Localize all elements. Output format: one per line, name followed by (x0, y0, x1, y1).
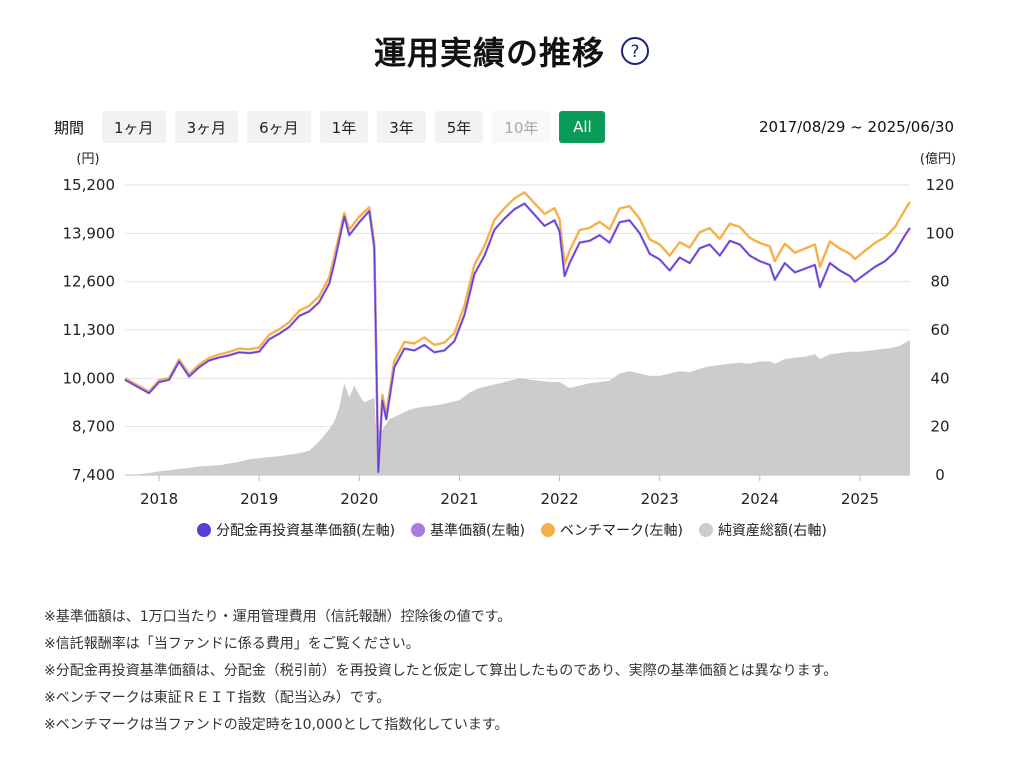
note: ※ベンチマークは東証ＲＥＩＴ指数（配当込み）です。 (44, 690, 391, 706)
period-button-6m[interactable]: 6ヶ月 (247, 111, 311, 143)
axis-labels: 15,200 120 13,900 100 12,600 80 11,300 60 10,000… (63, 151, 957, 508)
period-button-3y[interactable]: 3年 (377, 111, 426, 143)
chart-legend: 分配金再投資基準価額(左軸) 基準価額(左軸) ベンチマーク(左軸) 純資産総額… (0, 520, 1024, 540)
legend-item-benchmark[interactable]: ベンチマーク(左軸) (541, 520, 683, 540)
legend-swatch-net-assets (698, 523, 713, 537)
x-tick-label: 2025 (841, 490, 879, 508)
left-axis-unit: (円) (76, 152, 99, 167)
legend-swatch-benchmark (541, 523, 555, 537)
legend-label-net-assets: 純資産総額(右軸) (717, 523, 827, 539)
footnotes: ※基準価額は、1万口当たり・運用管理費用（信託報酬）控除後の値です。 ※信託報酬… (44, 604, 837, 739)
y-tick-left: 12,600 (63, 273, 116, 291)
period-selector: 期間 1ヶ月 3ヶ月 6ヶ月 1年 3年 5年 10年 All (54, 110, 614, 144)
period-button-10y: 10年 (492, 111, 551, 143)
legend-swatch-nav (411, 523, 426, 537)
period-button-3m[interactable]: 3ヶ月 (174, 111, 239, 143)
y-tick-right: 120 (926, 176, 955, 194)
period-label: 期間 (54, 118, 85, 137)
x-tick-label: 2022 (540, 490, 578, 508)
y-tick-left: 13,900 (63, 224, 116, 242)
note: ※信託報酬率は「当ファンドに係る費用」をご覧ください。 (44, 636, 420, 652)
legend-label-nav: 基準価額(左軸) (430, 523, 525, 539)
legend-swatch-reinvested (197, 523, 212, 537)
performance-chart[interactable]: 15,200 120 13,900 100 12,600 80 11,300 60 10,000… (0, 145, 1024, 520)
y-tick-left: 15,200 (63, 176, 116, 194)
reinvested-nav-line (124, 203, 911, 473)
legend-item-reinvested[interactable]: 分配金再投資基準価額(左軸) (197, 520, 395, 540)
y-tick-right: 80 (930, 273, 949, 291)
y-tick-right: 20 (930, 418, 949, 436)
period-button-5y[interactable]: 5年 (434, 111, 484, 143)
period-button-all[interactable]: All (559, 111, 606, 143)
y-tick-left: 7,400 (72, 466, 115, 484)
legend-label-benchmark: ベンチマーク(左軸) (560, 523, 683, 539)
y-tick-right: 100 (926, 224, 955, 242)
date-range: 2017/08/29 ~ 2025/06/30 (758, 118, 954, 136)
net-assets-area-path (125, 339, 910, 475)
question-circle-icon[interactable]: ? (620, 36, 650, 66)
svg-text:?: ? (631, 42, 640, 62)
x-tick-label: 2020 (340, 490, 378, 508)
note: ※基準価額は、1万口当たり・運用管理費用（信託報酬）控除後の値です。 (44, 609, 512, 625)
x-tick-label: 2019 (240, 490, 278, 508)
period-button-1m[interactable]: 1ヶ月 (102, 111, 166, 143)
note: ※ベンチマークは当ファンドの設定時を10,000として指数化しています。 (44, 717, 509, 733)
y-tick-left: 11,300 (63, 321, 116, 339)
x-tick-label: 2023 (641, 490, 679, 508)
period-button-1y[interactable]: 1年 (319, 111, 369, 143)
x-tick-label: 2024 (741, 490, 779, 508)
note: ※分配金再投資基準価額は、分配金（税引前）を再投資したと仮定して算出したものであ… (44, 663, 838, 679)
right-axis-unit: (億円) (920, 151, 956, 167)
x-tick-label: 2021 (440, 490, 478, 508)
legend-item-net-assets[interactable]: 純資産総額(右軸) (698, 520, 827, 540)
price-lines (124, 191, 912, 474)
y-tick-left: 8,700 (72, 418, 115, 436)
page-title: 運用実績の推移 (373, 34, 605, 72)
x-tick-label: 2018 (140, 490, 178, 508)
y-tick-left: 10,000 (63, 369, 116, 387)
title-area: 運用実績の推移 ? (0, 28, 1024, 74)
y-tick-right: 40 (930, 369, 949, 387)
benchmark-line (124, 191, 912, 471)
net-assets-area (125, 339, 910, 475)
y-tick-right: 0 (935, 466, 945, 484)
legend-label-reinvested: 分配金再投資基準価額(左軸) (216, 523, 396, 539)
y-tick-right: 60 (930, 321, 949, 339)
legend-item-nav[interactable]: 基準価額(左軸) (411, 520, 525, 540)
